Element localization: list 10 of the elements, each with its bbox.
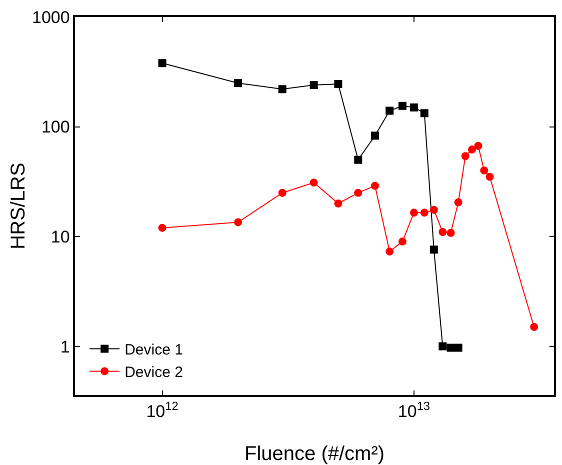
y-tick-label: 100 <box>41 118 70 137</box>
y-tick-label: 1000 <box>32 8 70 27</box>
y-axis-title: HRS/LRS <box>8 162 30 250</box>
legend-label: Device 2 <box>124 364 183 382</box>
y-tick-label: 10 <box>50 227 70 246</box>
x-axis-title: Fluence (#/cm²) <box>244 443 385 465</box>
legend-label: Device 1 <box>124 342 183 359</box>
x-tick-label: 10$^{13}$ <box>398 399 430 422</box>
y-tick-label: 1 <box>60 337 70 356</box>
x-tick-label: 10$^{12}$ <box>146 399 179 422</box>
